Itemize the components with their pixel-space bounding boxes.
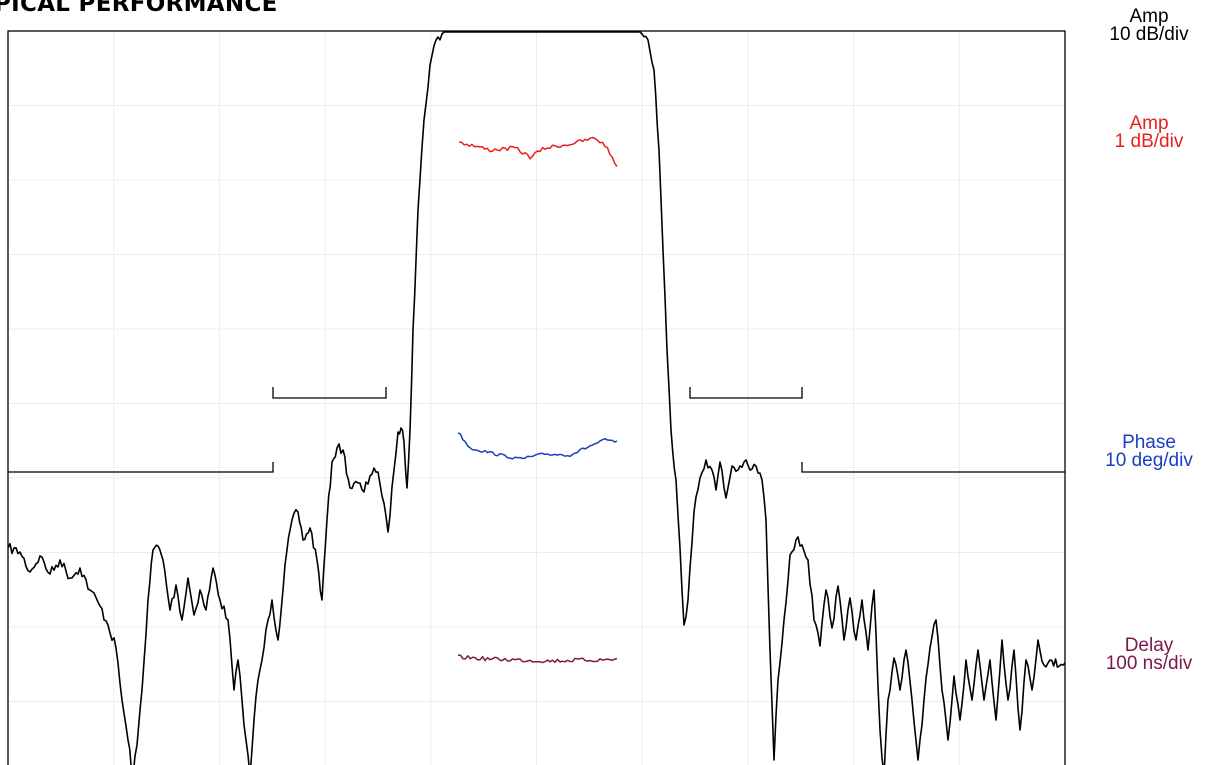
- plot-area: [7, 30, 1066, 765]
- label-delay-scale: 100 ns/div: [1105, 653, 1193, 674]
- label-amp-10db-name: Amp: [1129, 6, 1169, 27]
- mask-segment-4: [801, 462, 1065, 473]
- label-delay: Delay 100 ns/div: [1086, 635, 1212, 674]
- label-amp-1db: Amp 1 dB/div: [1086, 113, 1212, 152]
- traces: [7, 31, 1066, 765]
- trace-amp-10db: [7, 31, 1066, 765]
- label-amp-10db: Amp 10 dB/div: [1086, 6, 1212, 45]
- label-amp-1db-scale: 1 dB/div: [1114, 131, 1184, 152]
- trace-amp-1db: [458, 136, 618, 168]
- label-delay-name: Delay: [1124, 635, 1174, 656]
- label-amp-1db-name: Amp: [1129, 113, 1169, 134]
- chart-title: PICAL PERFORMANCE: [0, 0, 278, 17]
- plot-frame: [7, 30, 1066, 765]
- mask-segment-3: [689, 387, 803, 399]
- label-phase: Phase 10 deg/div: [1086, 432, 1212, 471]
- trace-delay: [458, 654, 618, 664]
- label-phase-scale: 10 deg/div: [1105, 450, 1193, 471]
- trace-phase: [457, 432, 618, 460]
- label-phase-name: Phase: [1122, 432, 1176, 453]
- mask-segment-2: [272, 387, 387, 399]
- label-amp-10db-scale: 10 dB/div: [1109, 24, 1189, 45]
- spec-mask: [8, 387, 1065, 473]
- mask-segment-1: [8, 462, 274, 473]
- grid: [8, 31, 1065, 765]
